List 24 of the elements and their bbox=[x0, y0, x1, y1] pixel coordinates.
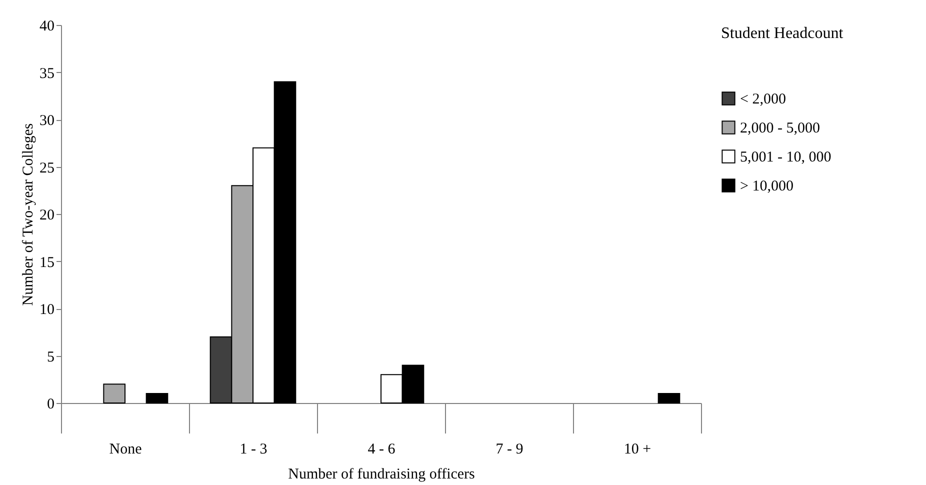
y-tick-label: 0 bbox=[47, 396, 54, 412]
y-tick-label: 40 bbox=[40, 18, 54, 34]
y-tick-label: 35 bbox=[40, 66, 54, 82]
legend-label: 5,001 - 10, 000 bbox=[740, 150, 832, 166]
x-tick-label: 4 - 6 bbox=[368, 442, 396, 458]
legend-title: Student Headcount bbox=[721, 25, 844, 42]
x-axis-title: Number of fundraising officers bbox=[288, 466, 476, 482]
y-tick-label: 30 bbox=[40, 113, 54, 129]
x-tick-label: None bbox=[109, 442, 142, 458]
y-axis-title: Number of Two-year Colleges bbox=[20, 123, 36, 306]
y-tick-label: 20 bbox=[40, 208, 54, 224]
y-tick-label: 10 bbox=[40, 302, 54, 318]
legend-label: > 10,000 bbox=[740, 178, 794, 194]
bar bbox=[146, 393, 168, 404]
legend-label: 2,000 - 5,000 bbox=[740, 120, 820, 136]
x-tick-label: 10 + bbox=[624, 442, 652, 458]
y-tick-label: 15 bbox=[40, 254, 54, 271]
bar bbox=[103, 384, 126, 404]
y-tick-label: 5 bbox=[47, 349, 54, 366]
x-tick-label: 1 - 3 bbox=[240, 442, 268, 458]
legend-label: < 2,000 bbox=[740, 92, 786, 108]
bar bbox=[658, 393, 680, 404]
x-tick-label: 7 - 9 bbox=[496, 442, 524, 458]
y-tick-label: 25 bbox=[40, 160, 54, 176]
